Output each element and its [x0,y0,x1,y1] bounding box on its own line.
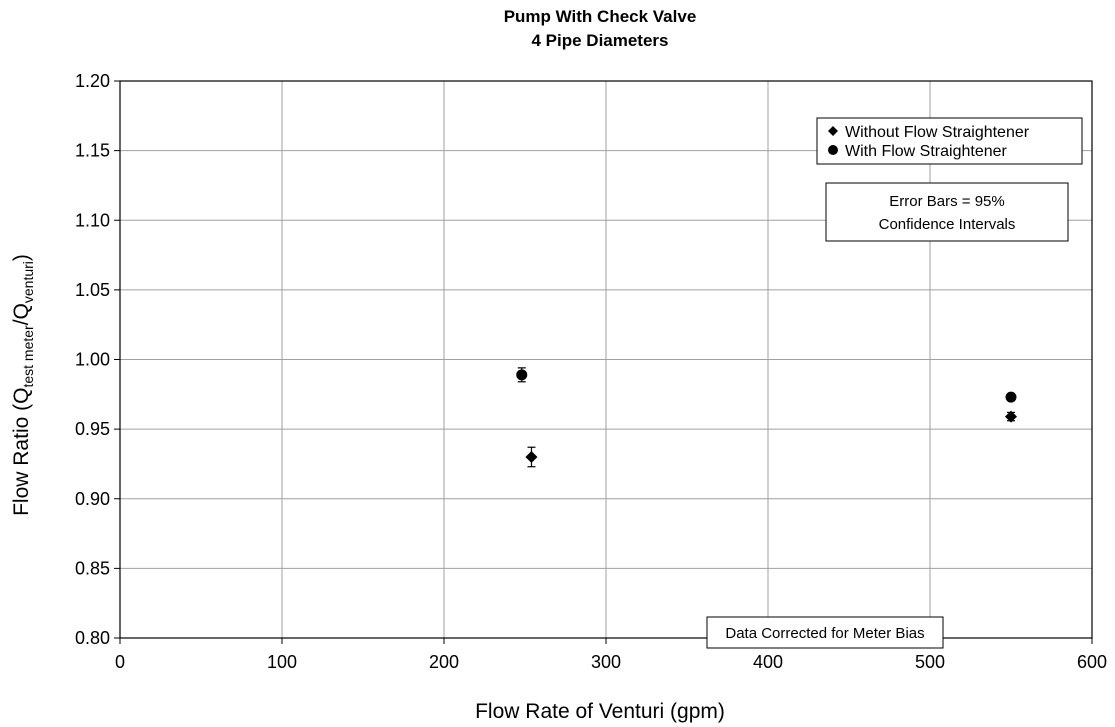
bias-note-text: Data Corrected for Meter Bias [725,625,924,642]
error-bars-note: Error Bars = 95% Confidence Intervals [825,182,1069,242]
legend-box [816,117,1083,165]
y-tick-label: 1.15 [75,141,110,161]
legend-label-without: Without Flow Straightener [845,124,1030,141]
x-axis-label: Flow Rate of Venturi (gpm) [475,700,725,723]
y-tick-label: 1.00 [75,350,110,370]
y-label-prefix: Flow Ratio (Q [10,388,33,516]
legend-label-with: With Flow Straightener [845,143,1008,160]
y-label-sub1: test meter [20,325,36,388]
legend: Without Flow Straightener With Flow Stra… [816,117,1083,165]
data-point-circle [516,369,528,381]
chart-title: Pump With Check Valve [504,7,697,26]
y-tick-label: 1.10 [75,210,110,230]
gridlines [120,81,1092,638]
legend-marker-circle [828,145,838,155]
y-axis-label: Flow Ratio (Qtest meter/Qventuri) [10,254,36,516]
y-tick-label: 1.20 [75,71,110,91]
x-tick-label: 500 [915,652,945,672]
y-tick-label: 0.85 [75,558,110,578]
x-tick-label: 600 [1077,652,1107,672]
error-bars-line2: Confidence Intervals [879,216,1016,233]
data-marks [516,367,1017,468]
bias-note: Data Corrected for Meter Bias [706,616,944,649]
chart-subtitle: 4 Pipe Diameters [531,31,668,50]
y-tick-label: 0.95 [75,419,110,439]
x-tick-label: 0 [115,652,125,672]
x-tick-label: 400 [753,652,783,672]
x-tick-label: 200 [429,652,459,672]
x-tick-label: 300 [591,652,621,672]
legend-marker-diamond [828,126,838,136]
y-tick-label: 0.90 [75,489,110,509]
y-label-suffix: ) [10,254,33,261]
bias-note-box [706,616,944,649]
y-tick-label: 1.05 [75,280,110,300]
y-label-sub2: venturi [20,261,36,303]
data-point-circle [1005,391,1017,403]
x-tick-label: 100 [267,652,297,672]
y-label-mid: /Q [10,303,33,325]
data-point-diamond [525,450,538,463]
data-point-diamond [1005,410,1017,423]
error-bars-box [825,182,1069,242]
error-bars-line1: Error Bars = 95% [889,193,1004,210]
y-tick-label: 0.80 [75,628,110,648]
